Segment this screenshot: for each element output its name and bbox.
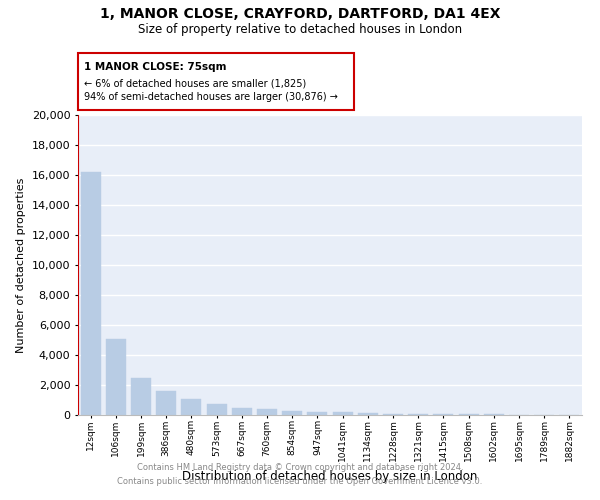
Text: 1 MANOR CLOSE: 75sqm: 1 MANOR CLOSE: 75sqm [84,62,227,72]
Text: ← 6% of detached houses are smaller (1,825): ← 6% of detached houses are smaller (1,8… [84,78,306,88]
Bar [282,410,302,415]
Bar [458,414,479,415]
Bar [181,398,202,415]
Text: 1, MANOR CLOSE, CRAYFORD, DARTFORD, DA1 4EX: 1, MANOR CLOSE, CRAYFORD, DARTFORD, DA1 … [100,8,500,22]
Bar [307,412,328,415]
Bar [106,338,126,415]
Bar [80,172,101,415]
Bar [383,414,403,415]
Bar [257,410,277,415]
Bar [232,408,252,415]
Text: Contains HM Land Registry data © Crown copyright and database right 2024.: Contains HM Land Registry data © Crown c… [137,464,463,472]
Bar [156,391,176,415]
X-axis label: Distribution of detached houses by size in London: Distribution of detached houses by size … [182,470,478,482]
Bar [408,414,428,415]
Y-axis label: Number of detached properties: Number of detached properties [16,178,26,352]
Text: 94% of semi-detached houses are larger (30,876) →: 94% of semi-detached houses are larger (… [84,92,338,102]
Bar [332,412,353,415]
Bar [484,414,504,415]
Bar [131,378,151,415]
Bar [206,404,227,415]
Bar [433,414,454,415]
Text: Size of property relative to detached houses in London: Size of property relative to detached ho… [138,22,462,36]
Bar [358,413,378,415]
Text: Contains public sector information licensed under the Open Government Licence v3: Contains public sector information licen… [118,477,482,486]
